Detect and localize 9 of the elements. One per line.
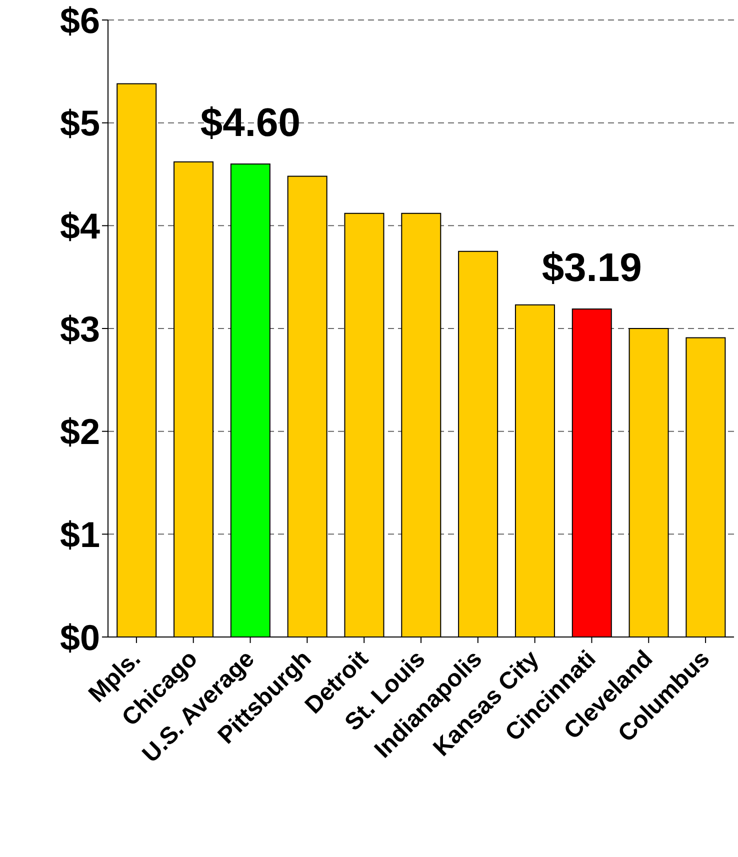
data-label: $3.19 bbox=[542, 246, 642, 290]
y-tick-label: $0 bbox=[60, 616, 100, 658]
y-tick-label: $2 bbox=[60, 411, 100, 452]
y-tick-label: $1 bbox=[60, 514, 100, 555]
y-tick-label: $6 bbox=[60, 0, 100, 41]
y-tick-label: $4 bbox=[60, 205, 100, 246]
data-label: $4.60 bbox=[200, 100, 300, 145]
y-tick-label: $3 bbox=[60, 308, 100, 350]
y-tick-label: $5 bbox=[60, 102, 100, 144]
